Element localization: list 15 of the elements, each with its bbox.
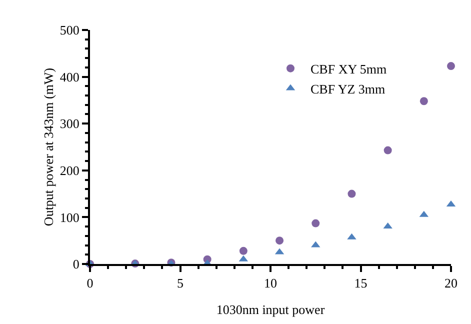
y-axis-title: Output power at 343nm (mW) xyxy=(41,68,56,226)
y-tick-label: 300 xyxy=(60,116,80,132)
x-tick-label: 0 xyxy=(86,276,94,291)
x-tick-label: 20 xyxy=(444,276,458,291)
x-axis-title: 1030nm input power xyxy=(216,302,326,317)
y-tick-label: 200 xyxy=(60,162,80,178)
y-tick-label: 0 xyxy=(72,256,80,272)
y-tick-label: 400 xyxy=(60,69,80,84)
x-tick-label: 5 xyxy=(177,276,184,291)
legend-label: CBF YZ 3mm xyxy=(310,81,386,96)
x-tick-label: 10 xyxy=(264,276,277,291)
y-tick-label: 500 xyxy=(60,22,80,38)
x-tick-label: 15 xyxy=(354,276,368,291)
legend-label: CBF XY 5mm xyxy=(310,61,387,76)
y-tick-label: 100 xyxy=(60,210,80,225)
